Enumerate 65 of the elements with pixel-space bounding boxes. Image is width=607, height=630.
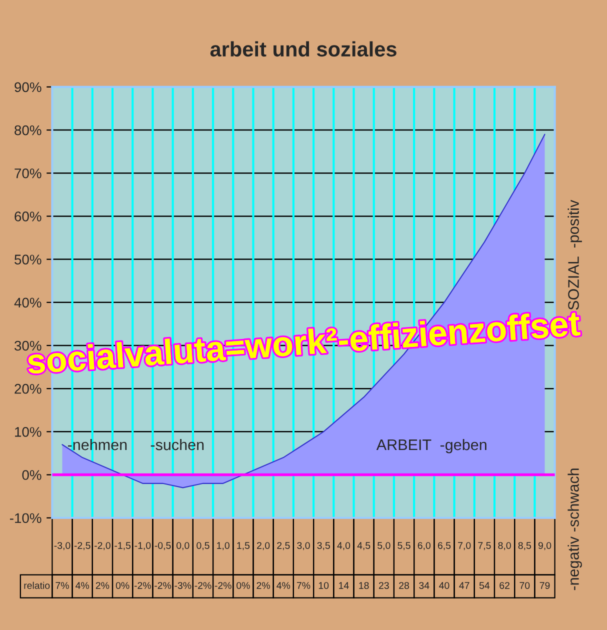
x-tick-label: 8,0 [498, 542, 511, 550]
annotation: ARBEIT -geben [376, 438, 486, 454]
x-tick-label: 9,0 [538, 542, 552, 550]
y-tick-label: 40% [14, 298, 42, 308]
data-label: 10 [318, 582, 329, 589]
x-tick-label: 0,0 [176, 542, 190, 550]
y-tick-label: 20% [14, 384, 42, 394]
data-label: 62 [500, 582, 510, 589]
x-tick-label: 0,5 [196, 542, 210, 550]
data-label: 0% [236, 582, 250, 589]
data-label: 47 [459, 582, 470, 589]
data-label: 0% [116, 582, 130, 589]
data-label: -2% [194, 582, 212, 589]
data-label: 54 [479, 582, 490, 589]
x-tick-label: 4,0 [337, 542, 350, 550]
data-label: 23 [379, 582, 389, 589]
y-tick-label: -10% [10, 513, 42, 524]
data-label: 4% [76, 582, 90, 589]
y-tick-label: 10% [15, 427, 42, 437]
chart-title: arbeit und soziales [210, 41, 396, 57]
data-label: -2% [134, 582, 151, 589]
x-tick-label: -1,5 [114, 542, 131, 550]
x-tick-label: 7,5 [478, 542, 491, 550]
data-label: 18 [359, 582, 369, 589]
data-label: -3% [174, 582, 192, 589]
data-label: 34 [419, 582, 430, 589]
x-tick-label: -0,5 [154, 542, 171, 550]
data-label: 2% [96, 582, 110, 589]
data-label: 4% [276, 582, 290, 589]
x-tick-label: 7,0 [458, 542, 471, 550]
x-tick-label: 4,5 [357, 542, 370, 550]
text: relatio [24, 582, 50, 589]
x-tick-label: 2,0 [257, 542, 270, 550]
x-tick-label: 1,5 [237, 542, 250, 550]
y-tick-label: 70% [14, 168, 42, 178]
x-tick-label: 6,0 [418, 542, 430, 550]
x-tick-label: 1,0 [217, 542, 230, 550]
text: SOZIAL -positiv [568, 200, 582, 310]
text: -negativ -schwach [568, 468, 582, 590]
x-tick-label: -3,0 [54, 542, 70, 550]
x-tick-label: -2,0 [94, 542, 110, 550]
x-tick-label: -1,0 [134, 542, 151, 550]
y-tick-label: 50% [14, 254, 42, 264]
data-label: 79 [540, 582, 550, 589]
y-tick-label: 90% [14, 82, 42, 92]
data-label: 28 [399, 582, 410, 589]
data-label: -2% [154, 582, 172, 589]
y-tick-label: 60% [14, 212, 42, 222]
y-tick-label: 80% [14, 125, 42, 136]
x-tick-label: 8,5 [518, 542, 531, 550]
data-label: 7% [56, 582, 69, 589]
x-tick-label: 5,0 [378, 542, 390, 550]
y-tick-label: 0% [22, 470, 42, 480]
x-tick-label: 5,5 [398, 542, 410, 550]
data-label: 2% [256, 582, 270, 589]
x-tick-label: 2,5 [277, 542, 290, 550]
data-label: 40 [439, 582, 450, 589]
x-tick-label: -2,5 [74, 542, 90, 550]
data-label: 14 [339, 582, 349, 589]
data-label: 7% [296, 582, 310, 589]
x-tick-label: 3,5 [317, 542, 330, 550]
x-tick-label: 6,5 [438, 542, 451, 550]
data-label: 70 [520, 582, 530, 589]
x-tick-label: 3,0 [297, 542, 310, 550]
data-label: -2% [214, 582, 232, 589]
